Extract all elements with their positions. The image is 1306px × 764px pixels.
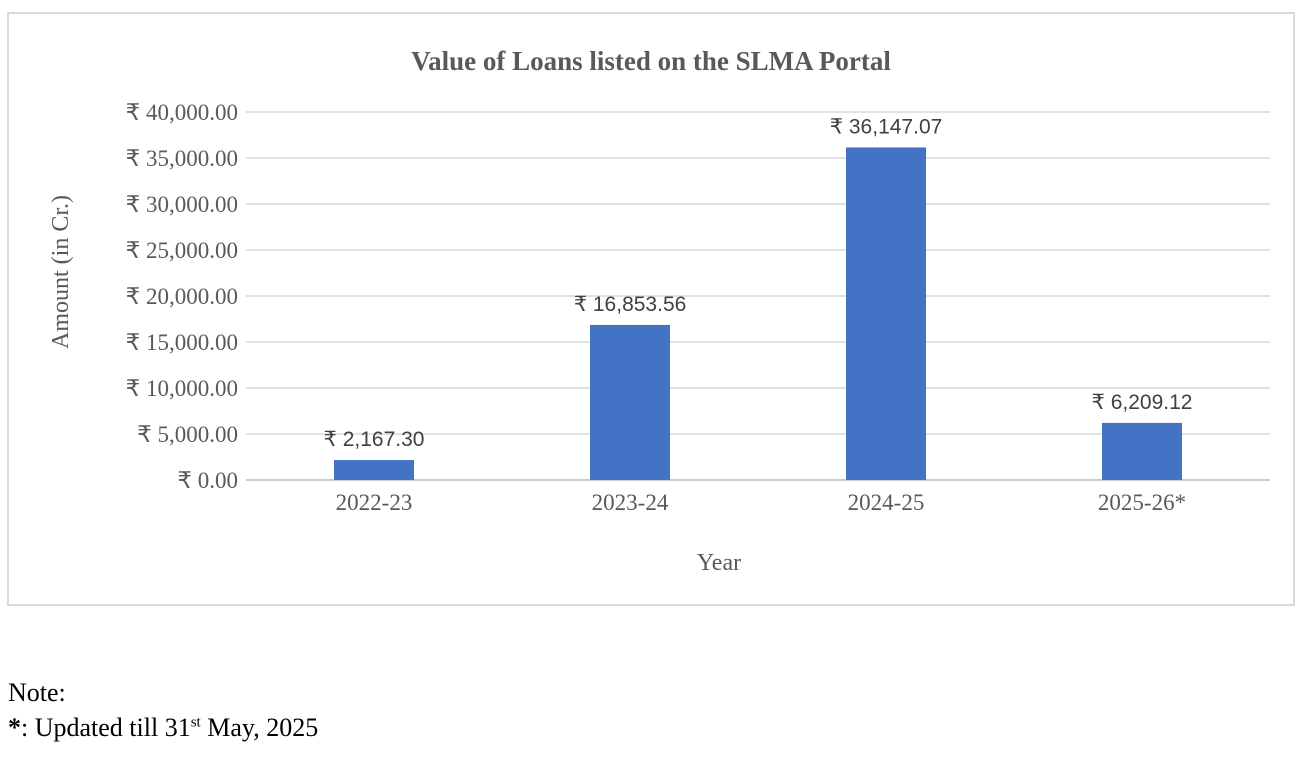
bar-chart: Value of Loans listed on the SLMA Portal… xyxy=(48,46,1270,576)
data-label: ₹ 6,209.12 xyxy=(1092,391,1193,414)
x-tick-label: 2025-26* xyxy=(1098,490,1186,515)
x-tick-label: 2023-24 xyxy=(592,490,669,515)
y-tick-label: ₹ 20,000.00 xyxy=(126,284,238,309)
bars xyxy=(334,147,1182,480)
y-tick-label: ₹ 10,000.00 xyxy=(126,376,238,401)
bar xyxy=(590,324,670,480)
note-marker: * xyxy=(8,713,21,742)
data-label: ₹ 16,853.56 xyxy=(574,293,687,316)
x-axis-label: Year xyxy=(697,550,741,576)
chart-frame xyxy=(7,12,1295,606)
data-labels: ₹ 2,167.30 ₹ 16,853.56 ₹ 36,147.07 ₹ 6,209.… xyxy=(324,115,1193,451)
x-tick-label: 2022-23 xyxy=(336,490,413,515)
y-tick-label: ₹ 25,000.00 xyxy=(126,238,238,263)
y-tick-label: ₹ 40,000.00 xyxy=(126,100,238,125)
y-axis-label: Amount (in Cr.) xyxy=(48,195,74,349)
note-text-after: May, 2025 xyxy=(200,713,319,742)
x-tick-label: 2024-25 xyxy=(848,490,925,515)
data-label: ₹ 36,147.07 xyxy=(830,115,943,138)
y-tick-label: ₹ 5,000.00 xyxy=(137,422,238,447)
bar xyxy=(334,460,414,480)
note-text-before: : Updated till 31 xyxy=(21,713,191,742)
bar xyxy=(1102,422,1182,480)
y-tick-label: ₹ 0.00 xyxy=(177,468,238,493)
y-tick-label: ₹ 35,000.00 xyxy=(126,146,238,171)
note-heading: Note: xyxy=(8,678,66,707)
chart-title: Value of Loans listed on the SLMA Portal xyxy=(411,46,891,76)
note-superscript: st xyxy=(190,714,201,731)
y-tick-label: ₹ 30,000.00 xyxy=(126,192,238,217)
data-label: ₹ 2,167.30 xyxy=(324,428,425,451)
x-axis-tick-labels: 2022-23 2023-24 2024-25 2025-26* xyxy=(336,490,1186,515)
gridlines xyxy=(246,111,1270,481)
y-tick-label: ₹ 15,000.00 xyxy=(126,330,238,355)
note-text: *: Updated till 31st May, 2025 xyxy=(8,713,318,743)
y-axis-tick-labels: ₹ 0.00 ₹ 5,000.00 ₹ 10,000.00 ₹ 15,000.00 ₹ … xyxy=(126,100,238,493)
bar xyxy=(846,147,926,480)
